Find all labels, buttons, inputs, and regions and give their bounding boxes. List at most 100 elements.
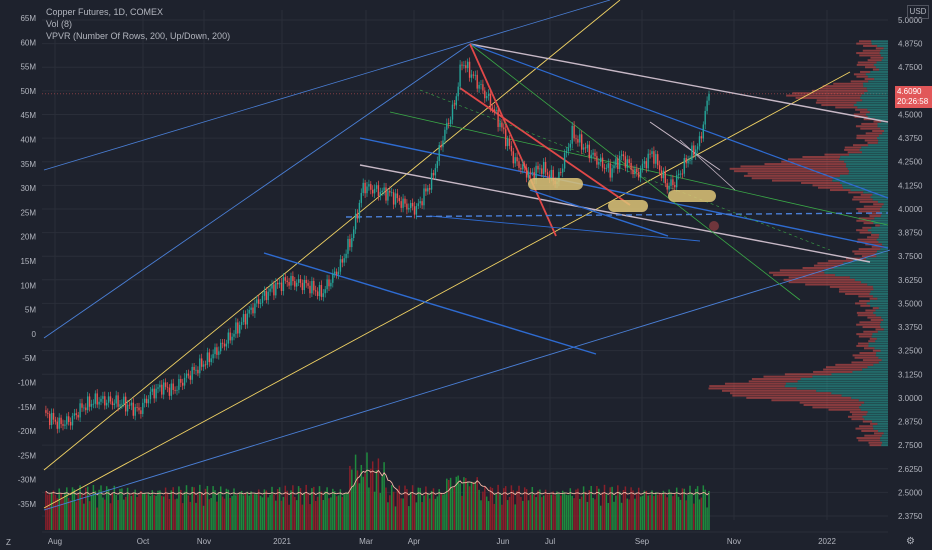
candle-body — [375, 185, 378, 189]
candle-body — [271, 284, 273, 289]
candle-body — [482, 84, 484, 91]
candle-body — [52, 412, 55, 420]
candle-body — [670, 179, 672, 186]
profile-row-down — [828, 408, 861, 411]
candle-body — [104, 396, 106, 406]
volume-tick-label: 35M — [20, 160, 36, 169]
settings-gear-icon[interactable]: ⚙ — [906, 536, 915, 547]
candle-body — [87, 396, 89, 411]
volume-bar — [75, 501, 78, 530]
candle-body — [584, 147, 587, 149]
candle-body — [668, 185, 670, 190]
candle-body — [102, 396, 104, 399]
profile-row-down — [867, 141, 878, 144]
volume-bar — [493, 503, 496, 530]
volume-ma — [45, 469, 710, 496]
volume-bar — [143, 492, 146, 530]
candle-body — [383, 187, 385, 191]
candle-body — [275, 282, 277, 296]
profile-row-down — [823, 368, 863, 371]
profile-row-down — [825, 366, 868, 369]
highlight-marks — [528, 178, 716, 212]
profile-row-up — [869, 292, 888, 295]
profile-row-up — [875, 66, 888, 69]
profile-row-down — [853, 73, 866, 76]
volume-bar — [52, 490, 55, 530]
profile-row-up — [861, 281, 888, 284]
candle-body — [662, 170, 665, 179]
candle-body — [121, 403, 123, 405]
volume-bar — [69, 500, 72, 530]
candle-body — [430, 172, 433, 190]
volume-bar — [322, 500, 325, 530]
profile-row-up — [861, 94, 888, 97]
candle-body — [258, 299, 260, 304]
profile-row-down — [811, 89, 868, 92]
volume-bar — [383, 462, 385, 530]
profile-row-down — [783, 278, 855, 281]
volume-bar — [111, 492, 114, 530]
candle-body — [503, 127, 505, 130]
volume-bar — [159, 490, 161, 530]
candle-body — [335, 271, 338, 275]
profile-row-down — [856, 42, 872, 45]
volume-bar — [47, 494, 49, 530]
profile-row-up — [845, 165, 888, 168]
volume-bar — [299, 488, 302, 530]
candle-body — [153, 388, 155, 399]
candle-body — [214, 347, 216, 355]
candle-body — [605, 167, 608, 169]
candle-body — [639, 168, 642, 178]
profile-row-up — [881, 316, 888, 319]
profile-row-up — [866, 302, 888, 305]
volume-bar — [303, 493, 306, 530]
candle-body — [674, 184, 676, 188]
profile-row-up — [880, 437, 888, 440]
profile-row-down — [708, 387, 797, 390]
profile-row-down — [859, 425, 873, 428]
volume-bar — [54, 494, 57, 530]
time-tick-label: Oct — [137, 537, 150, 546]
candle-body — [168, 387, 171, 396]
profile-row-down — [848, 415, 863, 418]
profile-row-up — [862, 415, 888, 418]
profile-row-up — [875, 314, 888, 317]
price-tick-label: 2.3750 — [898, 512, 923, 521]
price-tick-label: 3.2500 — [898, 347, 923, 356]
price-tick-label: 4.8750 — [898, 40, 923, 49]
volume-bar — [522, 500, 524, 530]
candle-body — [208, 352, 210, 363]
volume-bar — [100, 485, 102, 530]
currency-badge[interactable]: USD — [907, 5, 929, 19]
profile-row-up — [881, 212, 888, 215]
profile-row-up — [871, 42, 888, 45]
candle-body — [548, 174, 551, 179]
timezone-button[interactable]: Z — [6, 538, 11, 547]
profile-row-down — [795, 96, 861, 99]
profile-row-up — [839, 158, 888, 161]
profile-row-up — [877, 422, 888, 425]
volume-bar — [415, 502, 418, 530]
candle-body — [660, 170, 663, 179]
candle-body — [94, 393, 96, 404]
volume-bar — [339, 489, 342, 530]
profile-row-down — [833, 82, 864, 85]
volume-bar — [195, 502, 197, 530]
profile-row-down — [869, 337, 877, 340]
volume-bar — [679, 499, 682, 530]
candle-body — [563, 153, 566, 169]
volume-tick-label: -25M — [18, 451, 37, 460]
profile-row-down — [872, 349, 881, 352]
profile-row-down — [746, 396, 852, 399]
profile-row-up — [850, 189, 888, 192]
candle-body — [377, 185, 380, 197]
volume-bar — [402, 498, 404, 530]
profile-row-up — [876, 61, 888, 64]
candle-body — [191, 366, 193, 380]
profile-row-down — [771, 399, 859, 402]
volume-bar — [677, 496, 680, 530]
volume-bar — [56, 498, 59, 530]
candle-body — [265, 291, 267, 301]
candle-body — [404, 198, 406, 204]
